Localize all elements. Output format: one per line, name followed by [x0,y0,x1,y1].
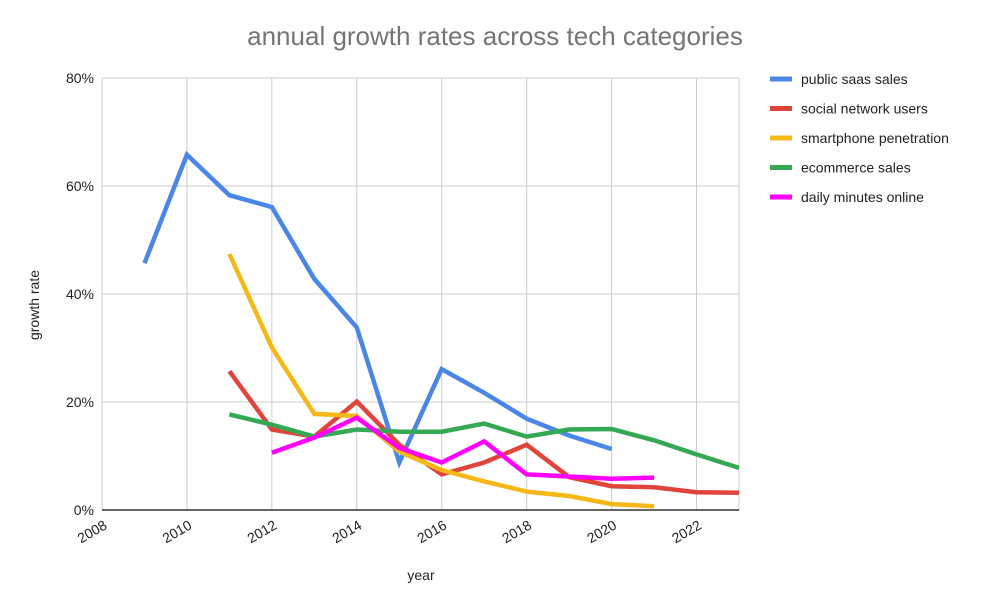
legend-label-daily-minutes-online: daily minutes online [801,189,924,205]
legend-label-smartphone-penetration: smartphone penetration [801,130,949,146]
series-lines [142,150,740,509]
x-axis-ticks: 2008 2010 2012 2014 2016 2018 2020 2022 [75,517,705,547]
series-line-smartphone-penetration [227,253,655,509]
chart-title: annual growth rates across tech categori… [247,21,743,51]
x-tick-label: 2010 [159,517,194,547]
y-tick-label: 60% [66,178,94,194]
y-tick-label: 0% [74,502,94,518]
x-tick-label: 2022 [669,517,704,547]
legend-label-ecommerce-sales: ecommerce sales [801,160,911,176]
series-line-public-saas-sales [142,150,613,469]
y-tick-label: 20% [66,394,94,410]
legend: public saas sales social network users sma… [770,71,949,205]
legend-label-public-saas-sales: public saas sales [801,71,908,87]
x-tick-label: 2016 [414,517,449,547]
x-tick-label: 2014 [329,517,364,547]
y-axis-label: growth rate [26,270,42,340]
x-tick-label: 2012 [244,517,279,547]
x-tick-label: 2008 [75,517,110,547]
x-tick-label: 2020 [584,517,619,547]
y-tick-label: 40% [66,286,94,302]
y-axis-ticks: 0% 20% 40% 60% 80% [66,70,94,518]
legend-label-social-network-users: social network users [801,101,928,117]
y-tick-label: 80% [66,70,94,86]
x-axis-label: year [407,567,435,583]
x-tick-label: 2018 [499,517,534,547]
gridlines [101,77,740,510]
series-line-daily-minutes-online [271,415,655,481]
